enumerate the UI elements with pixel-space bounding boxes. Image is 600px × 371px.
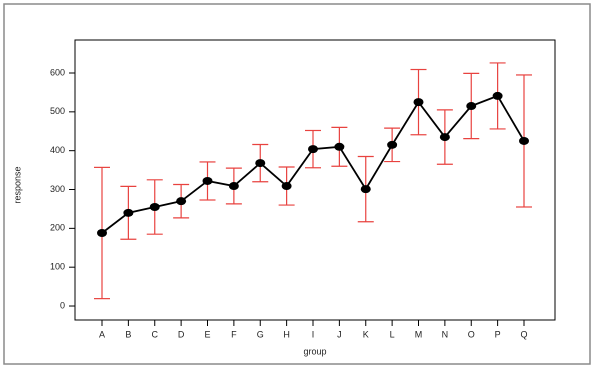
- data-point: [413, 98, 424, 107]
- data-point: [387, 140, 398, 149]
- data-point: [149, 202, 160, 211]
- data-point: [492, 91, 503, 100]
- y-tick-label: 400: [50, 145, 65, 155]
- x-tick-label: J: [337, 329, 342, 339]
- x-tick-label: D: [178, 329, 185, 339]
- x-tick-label: N: [442, 329, 449, 339]
- x-tick-label: H: [283, 329, 290, 339]
- outer-frame: [3, 3, 591, 365]
- data-point: [308, 145, 318, 154]
- data-point: [439, 133, 450, 142]
- data-point: [176, 197, 187, 206]
- y-tick-label: 300: [50, 184, 65, 194]
- data-point: [519, 136, 529, 145]
- x-tick-label: M: [415, 329, 423, 339]
- x-tick-label: K: [363, 329, 369, 339]
- data-point: [466, 102, 477, 111]
- data-point: [281, 182, 292, 191]
- x-tick-label: B: [125, 329, 131, 339]
- y-tick-label: 200: [50, 223, 65, 233]
- x-tick-label: A: [99, 329, 105, 339]
- data-point: [228, 182, 239, 191]
- x-tick-label: C: [152, 329, 159, 339]
- y-tick-label: 500: [50, 106, 65, 116]
- plot-box: [74, 39, 556, 321]
- x-tick-label: I: [312, 329, 315, 339]
- x-tick-label: P: [495, 329, 501, 339]
- data-point: [123, 208, 134, 217]
- data-point: [360, 185, 371, 194]
- x-tick-label: O: [468, 329, 475, 339]
- x-tick-label: F: [231, 329, 237, 339]
- x-tick-label: G: [257, 329, 264, 339]
- y-axis-label: response: [12, 166, 22, 203]
- data-point: [202, 176, 213, 185]
- x-axis-label: group: [303, 346, 326, 356]
- y-tick-label: 600: [50, 67, 65, 77]
- x-tick-label: E: [204, 329, 210, 339]
- data-point: [255, 159, 266, 168]
- y-tick-label: 0: [60, 300, 65, 310]
- data-point: [334, 142, 345, 151]
- x-tick-label: L: [390, 329, 395, 339]
- data-point: [97, 229, 107, 238]
- y-tick-label: 100: [50, 262, 65, 272]
- x-tick-label: Q: [520, 329, 527, 339]
